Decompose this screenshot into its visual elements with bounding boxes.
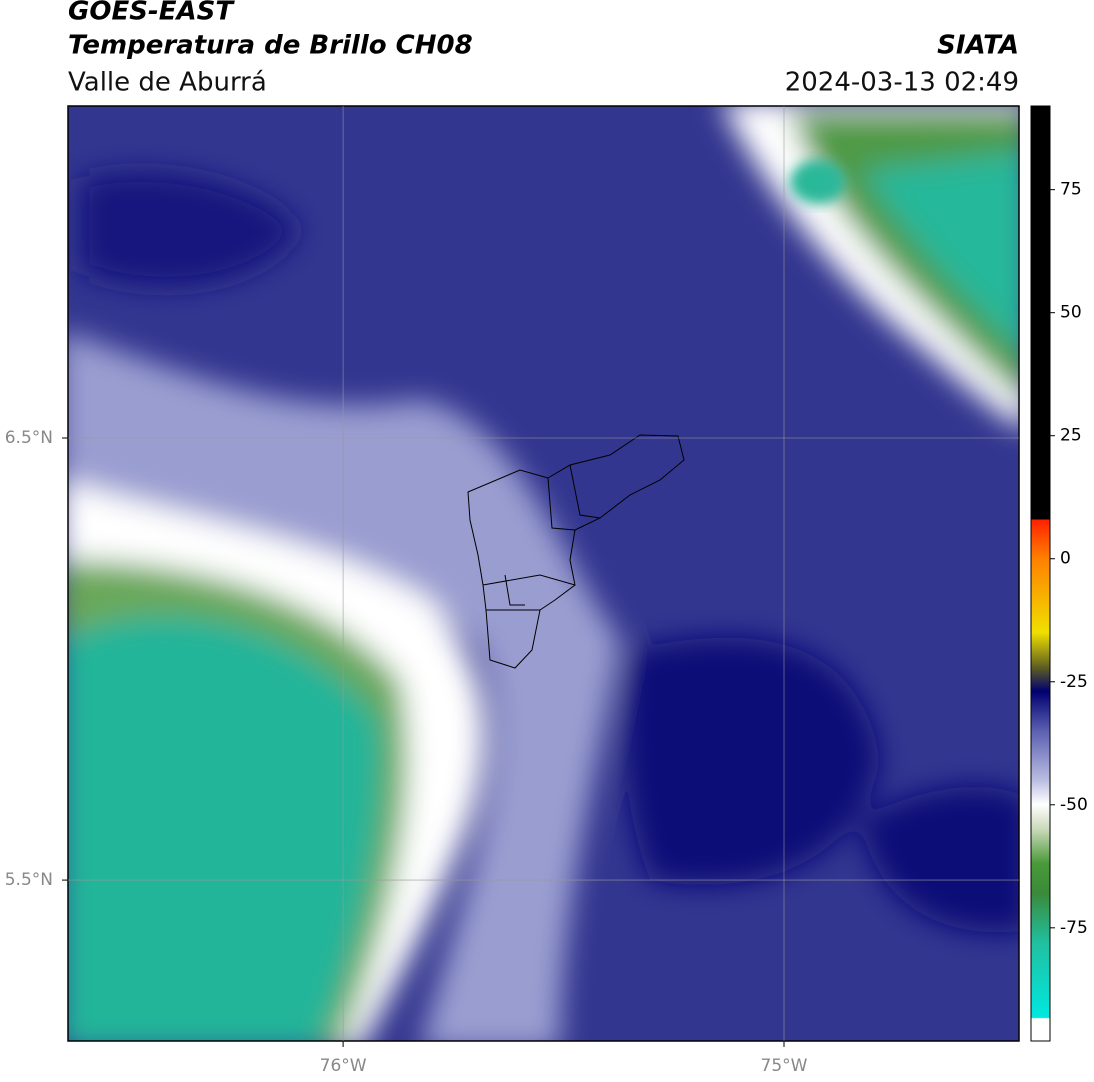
title: GOES-EAST (68, 0, 235, 27)
map-frame (67, 105, 1020, 1042)
colorbar-tick-label: 50 (1060, 303, 1082, 323)
source: SIATA (937, 31, 1019, 61)
colorbar-tick-label: -50 (1060, 795, 1088, 815)
colorbar-tick-label: 75 (1060, 180, 1082, 200)
y-tick-label: 5.5°N (5, 870, 53, 890)
x-tick-label: 75°W (761, 1056, 808, 1076)
colorbar (1030, 105, 1051, 1042)
y-tick-label: 6.5°N (5, 428, 53, 448)
valle-de-aburra-outline (467, 434, 685, 669)
colorbar-tick-label: 0 (1060, 549, 1071, 569)
colorbar-tick-label: -25 (1060, 672, 1088, 692)
timestamp: 2024-03-13 02:49 (785, 68, 1019, 98)
colorbar-tick-label: -75 (1060, 918, 1088, 938)
region: Valle de Aburrá (68, 68, 267, 98)
satellite-image (68, 106, 1019, 1041)
colorbar-tick-label: 25 (1060, 426, 1082, 446)
x-tick-label: 76°W (320, 1056, 367, 1076)
subtitle: Temperatura de Brillo CH08 (68, 31, 473, 61)
